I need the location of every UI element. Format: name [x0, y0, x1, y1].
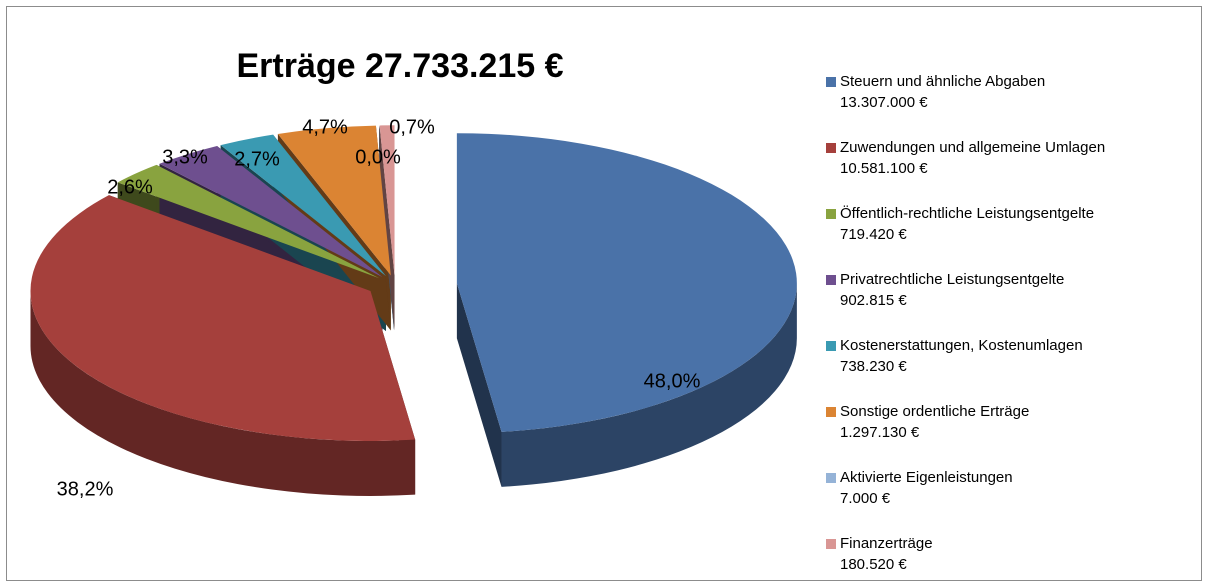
- legend-swatch: [826, 341, 836, 351]
- slice: [220, 134, 386, 277]
- legend-label: Öffentlich-rechtliche Leistungsentgelte: [840, 204, 1094, 222]
- legend-amount: 1.297.130 €: [840, 424, 920, 441]
- slice: [30, 195, 416, 441]
- legend-label: Zuwendungen und allgemeine Umlagen: [840, 139, 1105, 156]
- legend-amount: 719.420 €: [840, 226, 907, 243]
- legend-label: Kostenerstattungen, Kostenumlagen: [840, 337, 1083, 354]
- legend-swatch: [826, 209, 836, 219]
- slice: [159, 145, 383, 278]
- legend-amount: 7.000 €: [840, 490, 891, 507]
- slice: [379, 125, 395, 276]
- legend-swatch: [826, 407, 836, 417]
- data-label: 2,6%: [107, 176, 153, 198]
- legend-swatch: [826, 539, 836, 549]
- legend-swatch: [826, 473, 836, 483]
- legend-label: Finanzerträge: [840, 535, 933, 552]
- data-label: 4,7%: [302, 116, 348, 138]
- legend-label: Aktivierte Eigenleistungen: [840, 469, 1013, 486]
- legend-swatch: [826, 143, 836, 153]
- data-label: 48,0%: [644, 370, 701, 392]
- slice-side: [456, 283, 502, 487]
- data-label: 0,0%: [355, 146, 401, 168]
- legend-label: Privatrechtliche Leistungsentgelte: [840, 271, 1064, 288]
- legend-amount: 10.581.100 €: [840, 160, 928, 177]
- slice-side: [379, 125, 395, 331]
- slice-wall: [30, 290, 416, 496]
- data-label: 0,7%: [389, 116, 435, 138]
- legend-swatch: [826, 275, 836, 285]
- legend-swatch: [826, 77, 836, 87]
- slice: [456, 133, 797, 432]
- slice: [277, 125, 391, 276]
- data-label: 38,2%: [57, 478, 114, 500]
- legend-label: Steuern und ähnliche Abgaben: [840, 73, 1045, 90]
- legend-amount: 13.307.000 €: [840, 94, 928, 111]
- legend-amount: 902.815 €: [840, 292, 907, 309]
- legend-amount: 738.230 €: [840, 358, 907, 375]
- data-label: 3,3%: [162, 146, 208, 168]
- data-label: 2,7%: [234, 148, 280, 170]
- slice-wall: [501, 283, 797, 487]
- slice: [117, 164, 380, 279]
- chart-title: Erträge 27.733.215 €: [236, 47, 563, 85]
- legend-amount: 180.520 €: [840, 556, 907, 573]
- legend-label: Sonstige ordentliche Erträge: [840, 403, 1029, 420]
